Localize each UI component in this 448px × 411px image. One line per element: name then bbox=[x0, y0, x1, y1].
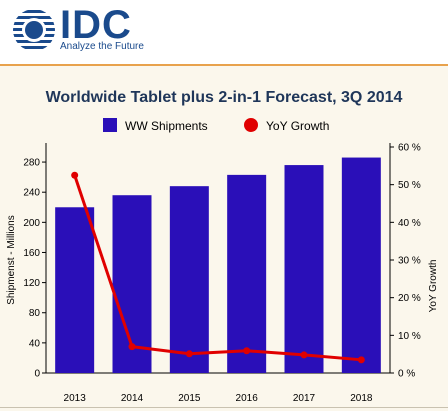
logo-text: IDC bbox=[60, 3, 132, 47]
y-tick-label-right: 20 % bbox=[398, 293, 421, 304]
y-tick-label-left: 280 bbox=[23, 158, 40, 169]
y-tick-label-right: 60 % bbox=[398, 143, 421, 154]
y-axis-title-left: Shipmenst - Millions bbox=[6, 215, 17, 304]
y-tick-label-left: 80 bbox=[29, 308, 41, 319]
header: IDC Analyze the Future bbox=[0, 0, 448, 58]
y-tick-label-left: 120 bbox=[23, 278, 40, 289]
growth-line bbox=[73, 174, 362, 362]
growth-point-2014 bbox=[128, 343, 136, 351]
y-axis-title-right: YoY Growth bbox=[428, 260, 439, 313]
growth-point-2015 bbox=[185, 350, 193, 358]
y-tick-label-left: 240 bbox=[23, 188, 40, 199]
bar-2017 bbox=[284, 165, 324, 373]
y-tick-label-right: 30 % bbox=[398, 256, 421, 267]
x-tick-label: 2015 bbox=[178, 393, 201, 404]
bar-2013 bbox=[55, 207, 95, 373]
header-divider bbox=[0, 64, 448, 66]
bar-2015 bbox=[169, 186, 209, 373]
logo-tagline: Analyze the Future bbox=[60, 41, 144, 52]
y-tick-label-right: 50 % bbox=[398, 180, 421, 191]
y-tick-label-left: 40 bbox=[29, 338, 41, 349]
bar-2018 bbox=[341, 157, 381, 373]
x-tick-label: 2018 bbox=[350, 393, 373, 404]
idc-globe-icon bbox=[13, 9, 55, 51]
x-tick-label: 2014 bbox=[121, 393, 144, 404]
growth-point-2016 bbox=[243, 347, 251, 355]
x-tick-label: 2017 bbox=[293, 393, 316, 404]
bar-2016 bbox=[227, 174, 267, 373]
y-tick-label-right: 0 % bbox=[398, 369, 415, 380]
panel-bottom-rule bbox=[0, 407, 448, 408]
y-tick-label-left: 160 bbox=[23, 248, 40, 259]
y-tick-label-left: 0 bbox=[34, 369, 40, 380]
y-tick-label-right: 40 % bbox=[398, 218, 421, 229]
x-tick-label: 2016 bbox=[236, 393, 259, 404]
legend-label-shipments: WW Shipments bbox=[125, 119, 208, 133]
legend-label-growth: YoY Growth bbox=[266, 119, 330, 133]
x-tick-label: 2013 bbox=[64, 393, 87, 404]
y-tick-label-left: 200 bbox=[23, 218, 40, 229]
growth-point-2018 bbox=[357, 356, 365, 364]
legend-swatch-growth bbox=[244, 118, 258, 132]
legend-swatch-shipments bbox=[103, 118, 117, 132]
growth-point-2013 bbox=[71, 171, 79, 179]
growth-point-2017 bbox=[300, 351, 308, 359]
y-tick-label-right: 10 % bbox=[398, 331, 421, 342]
chart-title: Worldwide Tablet plus 2-in-1 Forecast, 3… bbox=[45, 89, 403, 106]
